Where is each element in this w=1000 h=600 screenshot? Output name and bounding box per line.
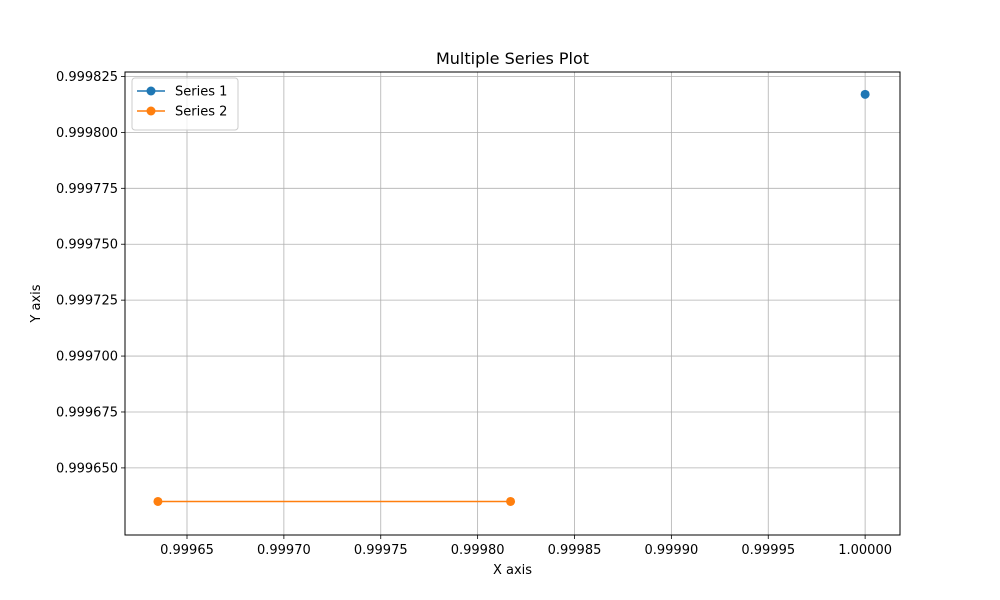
- y-tick-label: 0.999700: [56, 350, 118, 365]
- plot-area-frame: [124, 71, 901, 536]
- y-tick-label: 0.999750: [56, 238, 118, 253]
- y-tick-label: 0.999775: [56, 182, 118, 197]
- x-tick-label: 0.99985: [548, 543, 602, 558]
- y-tick-label: 0.999650: [56, 461, 118, 476]
- y-tick-label: 0.999800: [56, 126, 118, 141]
- x-tick-label: 0.99970: [257, 543, 311, 558]
- x-tick-label: 0.99975: [354, 543, 408, 558]
- x-axis-label: X axis: [493, 563, 532, 578]
- x-tick-label: 0.99990: [644, 543, 698, 558]
- x-tick-label: 0.99980: [451, 543, 505, 558]
- grid: [125, 72, 900, 535]
- legend-marker: [146, 106, 156, 116]
- legend: Series 1 Series 2: [131, 77, 239, 131]
- x-axis: 0.99965 0.99970 0.99975 0.99980 0.99985 0.999…: [160, 535, 892, 558]
- y-axis: 0.999650 0.999675 0.999700 0.999725 0.999750…: [56, 70, 125, 476]
- y-tick-label: 0.999825: [56, 70, 118, 85]
- series-2-point: [506, 496, 516, 506]
- y-tick-label: 0.999675: [56, 405, 118, 420]
- x-tick-label: 0.99965: [160, 543, 214, 558]
- chart-title: Multiple Series Plot: [436, 49, 589, 68]
- y-axis-label: Y axis: [29, 284, 44, 323]
- x-tick-label: 1.00000: [838, 543, 892, 558]
- legend-label: Series 2: [175, 105, 227, 120]
- legend-marker: [146, 86, 156, 96]
- series-1-point: [860, 89, 870, 99]
- x-tick-label: 0.99995: [741, 543, 795, 558]
- y-tick-label: 0.999725: [56, 294, 118, 309]
- legend-label: Series 1: [175, 85, 227, 100]
- plot-series: [153, 89, 870, 506]
- series-2-point: [153, 496, 163, 506]
